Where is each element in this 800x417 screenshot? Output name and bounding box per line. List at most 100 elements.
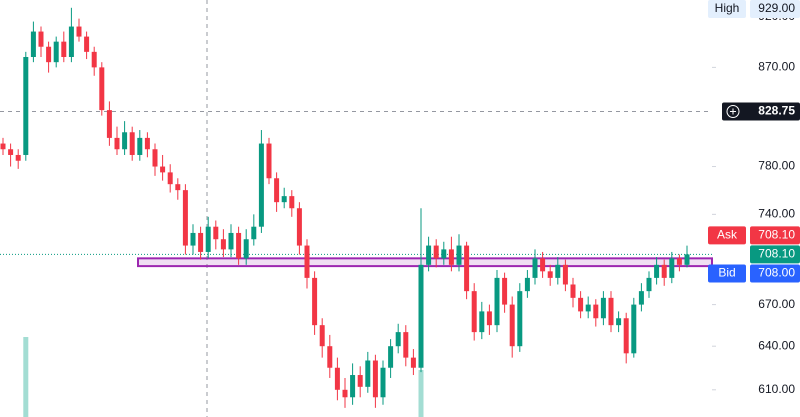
candle-body xyxy=(471,291,477,333)
price-label-value: 708.10 xyxy=(758,247,795,261)
price-label-name: Bid xyxy=(718,266,735,280)
candle-body xyxy=(68,26,74,57)
candle-body xyxy=(448,249,454,265)
candle-body xyxy=(585,304,591,312)
candle-body xyxy=(84,36,90,52)
candle-body xyxy=(76,26,82,37)
candle-body xyxy=(517,291,523,347)
candle-body xyxy=(623,318,629,354)
candle-body xyxy=(53,41,59,63)
candle-body xyxy=(160,166,166,173)
candle-body xyxy=(281,196,287,203)
price-label-value: 708.00 xyxy=(758,266,795,280)
candle-body xyxy=(593,304,599,319)
candle-body xyxy=(61,41,67,57)
candle-body xyxy=(486,311,492,326)
candle-body xyxy=(137,137,143,155)
candle-body xyxy=(258,143,264,227)
candle-body xyxy=(403,332,409,358)
volume-bar xyxy=(23,337,29,417)
candle-body xyxy=(334,367,340,390)
candle-body xyxy=(220,239,226,250)
price-label-name-box xyxy=(708,264,746,283)
candle-body xyxy=(418,264,424,368)
price-label-value: 708.10 xyxy=(758,228,795,242)
candle-body xyxy=(266,143,272,179)
candle-body xyxy=(198,232,204,252)
candle-body xyxy=(365,360,371,387)
candle-body xyxy=(182,190,188,246)
candle-body xyxy=(8,149,14,155)
candle-body xyxy=(350,375,356,398)
candle-body xyxy=(152,149,158,167)
candle-body xyxy=(676,258,682,265)
candle-body xyxy=(30,31,36,57)
candle-body xyxy=(190,232,196,246)
price-label-name: Ask xyxy=(717,228,738,242)
candle-body xyxy=(456,245,462,265)
candle-body xyxy=(524,277,530,292)
volume-bar xyxy=(418,370,424,417)
candle-body xyxy=(122,132,128,150)
candle-body xyxy=(600,297,606,319)
candle-body xyxy=(410,357,416,368)
candle-body xyxy=(289,196,295,209)
y-tick-label: 670.00 xyxy=(758,297,795,311)
candle-body xyxy=(388,346,394,368)
candle-body xyxy=(327,346,333,368)
crosshair-label-box xyxy=(722,102,800,121)
candle-body xyxy=(228,232,234,250)
candle-body xyxy=(578,297,584,312)
candle-body xyxy=(319,325,325,347)
candle-body xyxy=(638,291,644,305)
candle-body xyxy=(562,264,568,285)
candle-body xyxy=(106,110,112,138)
candle-body xyxy=(243,239,249,259)
candle-body xyxy=(0,143,6,150)
candle-body xyxy=(99,67,105,111)
y-tick-label: 610.00 xyxy=(758,382,795,396)
candle-body xyxy=(631,304,637,354)
candle-body xyxy=(494,277,500,326)
candle-body xyxy=(46,46,52,63)
candle-body xyxy=(608,297,614,326)
candle-body xyxy=(555,264,561,278)
candle-body xyxy=(205,226,211,252)
candle-body xyxy=(654,264,660,278)
price-label-box xyxy=(750,245,800,264)
candle-body xyxy=(91,51,97,68)
candle-body xyxy=(357,375,363,387)
zone xyxy=(137,257,713,268)
price-label-box xyxy=(750,0,800,18)
candle-body xyxy=(236,232,242,259)
price-label-name-box xyxy=(708,226,746,245)
price-label-value: 929.00 xyxy=(758,1,795,15)
candle-body xyxy=(464,245,470,292)
candle-body xyxy=(312,277,318,326)
price-label-box xyxy=(750,226,800,245)
price-label-name-box xyxy=(708,0,746,18)
candle-body xyxy=(251,226,257,240)
candle-body xyxy=(342,389,348,398)
candle-body xyxy=(304,245,310,278)
candle-body xyxy=(441,249,447,259)
candle-body xyxy=(213,226,219,240)
candle-body xyxy=(532,258,538,278)
candle-body xyxy=(433,245,439,259)
candle-body xyxy=(669,258,675,278)
candle-body xyxy=(380,367,386,398)
candle-body xyxy=(175,184,181,191)
candle-body xyxy=(661,264,667,278)
candle-body xyxy=(296,208,302,246)
candle-body xyxy=(547,271,553,278)
crosshair-plus-icon xyxy=(726,104,740,118)
price-label-name: High xyxy=(715,1,740,15)
price-label-box xyxy=(750,264,800,283)
y-tick-label: 870.00 xyxy=(758,60,795,74)
candle-body xyxy=(395,332,401,347)
candle-body xyxy=(570,284,576,298)
candle-body xyxy=(372,360,378,398)
candle-body xyxy=(509,304,515,347)
